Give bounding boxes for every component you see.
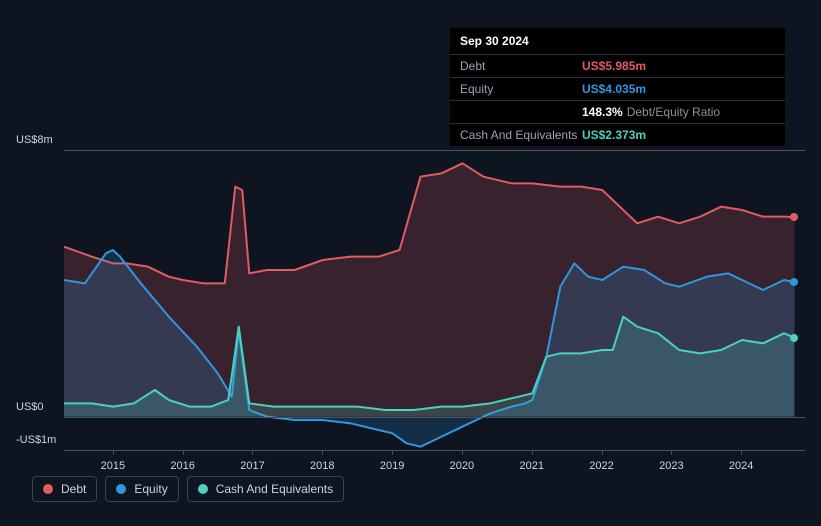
legend-dot-icon [116,484,126,494]
tooltip-row-value-wrap: US$5.985m [582,59,646,73]
tooltip-row-value: 148.3% [582,105,623,119]
legend-label: Debt [61,482,86,496]
tooltip-row-value-wrap: US$2.373m [582,128,646,142]
chart-container: Sep 30 2024 DebtUS$5.985mEquityUS$4.035m… [16,10,805,516]
tooltip-row-value-wrap: US$4.035m [582,82,646,96]
x-tick-mark [113,450,114,455]
x-tick-mark [392,450,393,455]
tooltip-row: 148.3% Debt/Equity Ratio [450,101,785,124]
tooltip-date: Sep 30 2024 [450,28,785,55]
legend: Debt Equity Cash And Equivalents [32,476,344,502]
tooltip-row-suffix: Debt/Equity Ratio [627,105,720,119]
tooltip-row-label: Cash And Equivalents [460,128,582,142]
x-tick-label: 2020 [450,460,474,472]
x-tick-label: 2019 [380,460,404,472]
x-tick-label: 2023 [659,460,683,472]
x-tick-label: 2022 [589,460,613,472]
y-tick-label: US$0 [16,401,44,413]
x-tick-mark [532,450,533,455]
x-tick-mark [183,450,184,455]
x-tick-mark [602,450,603,455]
x-tick-mark [322,450,323,455]
legend-dot-icon [198,484,208,494]
tooltip-row-label: Equity [460,82,582,96]
x-tick-label: 2021 [519,460,543,472]
gridline [64,417,805,418]
legend-dot-icon [43,484,53,494]
x-tick-mark [671,450,672,455]
legend-label: Equity [134,482,167,496]
plot-svg [64,150,805,450]
tooltip-row-value-wrap: 148.3% Debt/Equity Ratio [582,105,720,119]
tooltip-row: EquityUS$4.035m [450,78,785,101]
x-tick-label: 2024 [729,460,753,472]
x-tick-mark [741,450,742,455]
x-tick-label: 2017 [240,460,264,472]
gridline [64,150,805,151]
tooltip-row-value: US$5.985m [582,59,646,73]
x-tick-label: 2018 [310,460,334,472]
legend-item-cash-and-equivalents[interactable]: Cash And Equivalents [187,476,344,502]
tooltip-row: DebtUS$5.985m [450,55,785,78]
x-tick-mark [252,450,253,455]
tooltip-row-label: Debt [460,59,582,73]
tooltip-row-value: US$4.035m [582,82,646,96]
debt-end-marker [790,213,798,221]
tooltip-row-value: US$2.373m [582,128,646,142]
y-tick-label: US$8m [16,134,53,146]
gridline [64,450,805,451]
cash-end-marker [790,334,798,342]
x-tick-label: 2015 [101,460,125,472]
plot-area [64,150,805,450]
legend-item-equity[interactable]: Equity [105,476,178,502]
legend-item-debt[interactable]: Debt [32,476,97,502]
tooltip-row-label [460,105,582,119]
y-tick-label: -US$1m [16,434,56,446]
tooltip-panel: Sep 30 2024 DebtUS$5.985mEquityUS$4.035m… [450,28,785,146]
x-tick-mark [462,450,463,455]
legend-label: Cash And Equivalents [216,482,333,496]
equity-end-marker [790,278,798,286]
tooltip-row: Cash And EquivalentsUS$2.373m [450,124,785,146]
x-tick-label: 2016 [170,460,194,472]
